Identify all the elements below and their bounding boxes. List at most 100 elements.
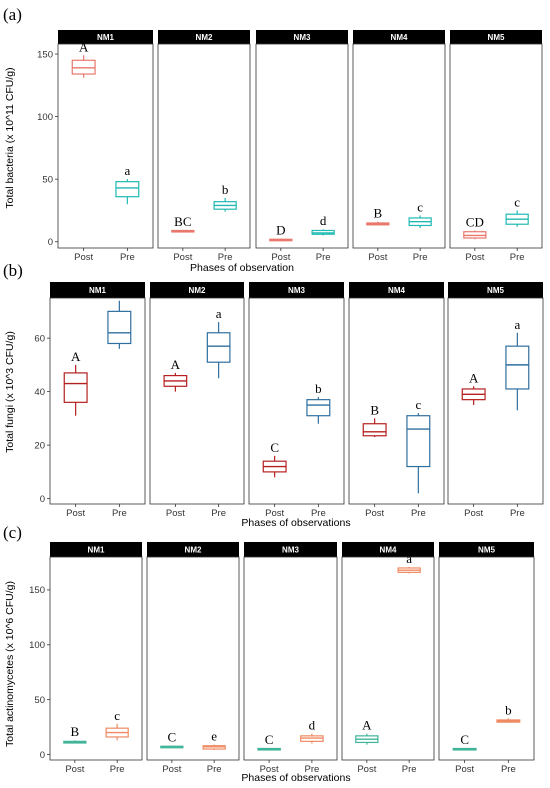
box-post: B — [63, 724, 87, 744]
x-tick-label: Post — [265, 508, 284, 519]
facet-strip — [353, 30, 445, 44]
facet-strip — [158, 30, 250, 44]
x-tick-label: Pre — [501, 764, 516, 775]
panel-a: (a) Phases of observation Total bacteria… — [3, 5, 543, 274]
significance-letter: C — [265, 732, 274, 747]
facet-strip — [249, 282, 344, 298]
facet-strip — [50, 282, 145, 298]
facet-nm3: NM3 C Post b Pre — [248, 282, 345, 519]
x-tick-label: Pre — [110, 764, 125, 775]
box-pre: c — [105, 708, 129, 741]
facet-strip-label: NM1 — [89, 286, 106, 295]
facet-strip-label: NM2 — [185, 546, 202, 555]
x-tick-label: Pre — [413, 252, 428, 263]
significance-letter: a — [124, 163, 130, 178]
facet-strip-label: NM2 — [189, 286, 206, 295]
significance-letter: D — [276, 223, 285, 238]
facet-strip — [256, 30, 348, 44]
x-axis-title: Phases of observations — [241, 517, 350, 529]
box-pre: c — [505, 194, 529, 227]
significance-letter: C — [270, 440, 279, 455]
facet-strip-label: NM3 — [288, 286, 305, 295]
box-post: C — [452, 732, 477, 751]
x-tick-label: Post — [260, 764, 279, 775]
x-tick-label: Post — [368, 252, 387, 263]
box-post: A — [71, 39, 96, 78]
facet-plot-area — [57, 43, 154, 249]
significance-letter: d — [320, 213, 327, 228]
box-iqr — [206, 332, 231, 363]
facet-plot-area — [447, 297, 544, 505]
facet-strip — [448, 282, 543, 298]
box-post: CD — [463, 214, 487, 240]
y-tick-label: 50 — [42, 174, 53, 185]
box-pre: c — [408, 199, 432, 228]
box-pre: a — [206, 306, 231, 379]
facet-nm4: NM4 B Post c Pre — [352, 30, 446, 263]
facet-nm2: NM2 A Post a Pre — [149, 282, 245, 519]
significance-letter: A — [71, 349, 81, 364]
facet-plot-area — [49, 556, 143, 761]
facet-strip — [58, 30, 153, 44]
box-iqr — [306, 399, 331, 417]
x-tick-label: Post — [365, 508, 384, 519]
y-axis-title: Total fungi (x 10^3 CFU/g) — [4, 331, 16, 453]
facet-plot-area — [255, 43, 349, 249]
box-post: C — [262, 440, 287, 478]
significance-letter: B — [374, 206, 383, 221]
panel-label: (a) — [3, 5, 22, 24]
facet-plot-area — [348, 297, 445, 505]
box-pre: a — [397, 551, 421, 574]
y-tick-label: 60 — [34, 333, 45, 344]
x-tick-label: Pre — [112, 508, 127, 519]
facet-strip — [147, 542, 239, 557]
significance-letter: a — [216, 306, 222, 321]
box-pre: a — [115, 163, 140, 205]
facet-nm2: NM2 C Post e Pre — [146, 542, 240, 775]
box-post: B — [362, 402, 387, 438]
facet-strip-label: NM1 — [97, 33, 114, 42]
box-post: C — [257, 732, 281, 751]
facet-nm1: NM1 A Post a Pre — [49, 282, 146, 519]
facet-nm1: NM1 A Post a Pre — [57, 30, 154, 263]
x-tick-label: Post — [465, 252, 484, 263]
x-tick-label: Post — [357, 764, 376, 775]
facet-nm4: NM4 A Post a Pre — [341, 542, 435, 775]
x-tick-label: Post — [65, 764, 84, 775]
y-tick-label: 20 — [34, 440, 45, 451]
box-pre: d — [311, 213, 335, 236]
box-iqr — [107, 310, 132, 345]
y-tick-label: 100 — [29, 640, 45, 651]
significance-letter: b — [222, 182, 229, 197]
y-axis-title: Total actinomycetes (x 10^6 CFU/g) — [4, 581, 16, 747]
y-tick-label: 40 — [34, 387, 45, 398]
y-tick-label: 50 — [34, 695, 45, 706]
box-pre: b — [496, 702, 521, 723]
x-axis-title: Phases of observations — [241, 772, 350, 784]
box-post: BC — [171, 214, 195, 233]
y-tick-label: 0 — [48, 237, 53, 248]
facet-strip — [50, 542, 142, 557]
y-tick-label: 0 — [40, 750, 45, 761]
box-pre: d — [300, 718, 324, 744]
facet-strip-label: NM3 — [282, 546, 299, 555]
box-post: B — [366, 206, 390, 226]
facet-plot-area — [146, 556, 240, 761]
facet-plot-area — [438, 556, 535, 761]
box-pre: b — [213, 182, 237, 212]
significance-letter: a — [116, 285, 122, 300]
box-iqr — [63, 372, 88, 403]
facet-plot-area — [157, 43, 251, 249]
facet-strip — [450, 30, 542, 44]
y-tick-label: 150 — [29, 585, 45, 596]
x-tick-label: Pre — [311, 508, 326, 519]
y-tick-label: 150 — [37, 49, 53, 60]
x-tick-label: Post — [455, 764, 474, 775]
box-iqr — [362, 423, 387, 437]
x-tick-label: Post — [74, 252, 93, 263]
facet-nm4: NM4 B Post c Pre — [348, 282, 445, 519]
facet-strip — [244, 542, 337, 557]
facet-strip-label: NM4 — [380, 546, 397, 555]
y-tick-label: 100 — [37, 112, 53, 123]
facet-strip-label: NM5 — [487, 286, 504, 295]
